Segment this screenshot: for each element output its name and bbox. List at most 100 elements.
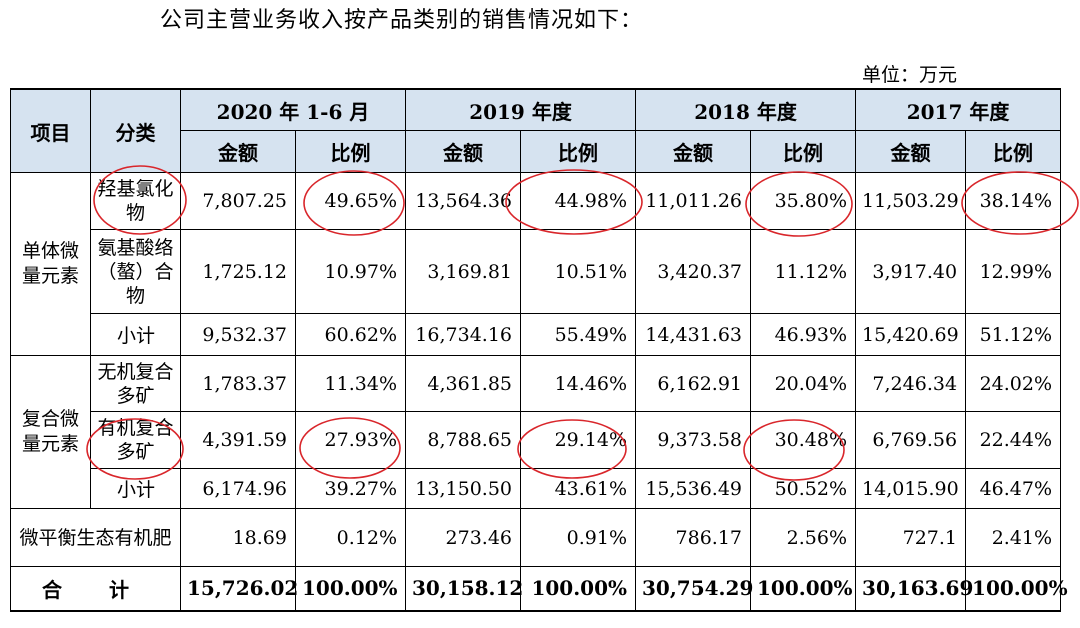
ratio-cell: 100.00% (965, 566, 1068, 611)
ratio-cell: 38.14% (965, 172, 1062, 230)
header-row-1: 项目 分类 2020 年 1-6 月 2019 年度 2018 年度 2017 … (10, 88, 1062, 173)
amount-cell: 6,174.96 (180, 468, 296, 509)
ratio-cell: 51.12% (965, 313, 1062, 356)
ratio-cell: 60.62% (295, 313, 406, 356)
amount-cell: 6,162.91 (635, 355, 752, 412)
table-row: 单体微量元素 羟基氯化物 7,807.25 49.65% 13,564.36 4… (10, 172, 1062, 356)
unit-label: 单位：万元 (862, 64, 958, 86)
ratio-cell: 46.93% (750, 313, 857, 356)
amount-cell: 9,373.58 (635, 411, 752, 469)
amount-cell: 14,431.63 (635, 313, 752, 356)
subtotal-label: 小计 (90, 313, 181, 356)
amount-cell: 18.69 (180, 508, 296, 567)
ratio-cell: 55.49% (519, 313, 637, 356)
total-label: 合 计 (10, 566, 181, 611)
table-row: 微平衡生态有机肥 18.69 0.12% 273.46 0.91% 786.17… (10, 508, 1062, 567)
amount-cell: 4,391.59 (180, 411, 296, 469)
amount-cell: 7,807.25 (180, 172, 296, 230)
category-cell: 氨基酸络（螯）合物 (90, 229, 181, 314)
amount-cell: 3,420.37 (635, 229, 752, 314)
ratio-cell: 29.14% (519, 411, 637, 469)
group-label-single: 单体微量元素 (10, 172, 91, 356)
ratio-cell: 43.61% (519, 468, 637, 509)
category-cell: 羟基氯化物 (90, 172, 181, 230)
header-period: 2020 年 1-6 月 (180, 88, 406, 131)
header-amount: 金额 (635, 130, 752, 173)
amount-cell: 3,169.81 (405, 229, 521, 314)
subtotal-label: 小计 (90, 468, 181, 509)
subtotal-row: 小计 9,532.37 60.62% 16,734.16 55.49% 14,4… (11, 313, 1062, 356)
amount-cell: 9,532.37 (180, 313, 296, 356)
header-amount: 金额 (405, 130, 521, 173)
ratio-cell: 2.56% (750, 508, 857, 567)
amount-cell: 15,420.69 (855, 313, 967, 356)
ratio-cell: 50.52% (750, 468, 857, 509)
ratio-cell: 11.34% (295, 355, 406, 412)
intro-text: 公司主营业务收入按产品类别的销售情况如下： (160, 8, 644, 33)
ratio-cell: 100.00% (519, 566, 637, 611)
category-cell: 无机复合多矿 (90, 355, 181, 412)
amount-cell: 786.17 (635, 508, 752, 567)
ratio-cell: 49.65% (295, 172, 406, 230)
header-period: 2018 年度 (635, 88, 857, 131)
header-row-2: 金额 比例 金额 比例 金额 比例 金额 比例 (11, 130, 1062, 173)
header-period: 2017 年度 (855, 88, 1062, 131)
ratio-cell: 39.27% (295, 468, 406, 509)
amount-cell: 30,158.12 (405, 566, 523, 611)
ratio-cell: 12.99% (965, 229, 1062, 314)
ratio-cell: 35.80% (750, 172, 857, 230)
amount-cell: 1,725.12 (180, 229, 296, 314)
ratio-cell: 0.91% (519, 508, 637, 567)
ratio-cell: 46.47% (965, 468, 1062, 509)
table-row: 复合微量元素 无机复合多矿 1,783.37 11.34% 4,361.85 1… (10, 355, 1062, 509)
table-row: 有机复合多矿 4,391.59 27.93% 8,788.65 29.14% 9… (11, 411, 1062, 469)
amount-cell: 13,150.50 (405, 468, 521, 509)
amount-cell: 30,163.69 (855, 566, 973, 611)
amount-cell: 7,246.34 (855, 355, 967, 412)
amount-cell: 15,726.02 (180, 566, 298, 611)
ratio-cell: 14.46% (519, 355, 637, 412)
group-label-compound: 复合微量元素 (10, 355, 91, 509)
ratio-cell: 11.12% (750, 229, 857, 314)
amount-cell: 15,536.49 (635, 468, 752, 509)
ratio-cell: 30.48% (750, 411, 857, 469)
amount-cell: 6,769.56 (855, 411, 967, 469)
category-cell: 有机复合多矿 (90, 411, 181, 469)
ratio-cell: 100.00% (750, 566, 857, 611)
amount-cell: 3,917.40 (855, 229, 967, 314)
amount-cell: 4,361.85 (405, 355, 521, 412)
table-row: 氨基酸络（螯）合物 1,725.12 10.97% 3,169.81 10.51… (11, 229, 1062, 314)
amount-cell: 13,564.36 (405, 172, 521, 230)
header-ratio: 比例 (295, 130, 406, 173)
ratio-cell: 100.00% (295, 566, 406, 611)
ratio-cell: 10.51% (519, 229, 637, 314)
header-ratio: 比例 (965, 130, 1062, 173)
ratio-cell: 2.41% (965, 508, 1062, 567)
header-amount: 金额 (180, 130, 296, 173)
header-period: 2019 年度 (404, 88, 637, 131)
amount-cell: 11,503.29 (855, 172, 967, 230)
header-ratio: 比例 (519, 130, 637, 173)
ratio-cell: 24.02% (965, 355, 1062, 412)
amount-cell: 273.46 (405, 508, 521, 567)
subtotal-row: 小计 6,174.96 39.27% 13,150.50 43.61% 15,5… (11, 468, 1062, 509)
amount-cell: 14,015.90 (855, 468, 967, 509)
amount-cell: 30,754.29 (635, 566, 753, 611)
ratio-cell: 10.97% (295, 229, 406, 314)
amount-cell: 1,783.37 (180, 355, 296, 412)
ratio-cell: 20.04% (750, 355, 857, 412)
header-ratio: 比例 (750, 130, 857, 173)
amount-cell: 727.1 (855, 508, 967, 567)
header-amount: 金额 (855, 130, 967, 173)
ratio-cell: 22.44% (965, 411, 1062, 469)
category-cell: 微平衡生态有机肥 (10, 508, 181, 567)
amount-cell: 11,011.26 (635, 172, 752, 230)
revenue-table: 项目 分类 2020 年 1-6 月 2019 年度 2018 年度 2017 … (10, 88, 1068, 612)
header-category: 分类 (90, 88, 181, 173)
ratio-cell: 27.93% (295, 411, 406, 469)
total-row: 合 计 15,726.02 100.00% 30,158.12 100.00% … (10, 566, 1068, 611)
ratio-cell: 0.12% (295, 508, 406, 567)
ratio-cell: 44.98% (519, 172, 637, 230)
amount-cell: 16,734.16 (405, 313, 521, 356)
header-item: 项目 (10, 88, 91, 173)
